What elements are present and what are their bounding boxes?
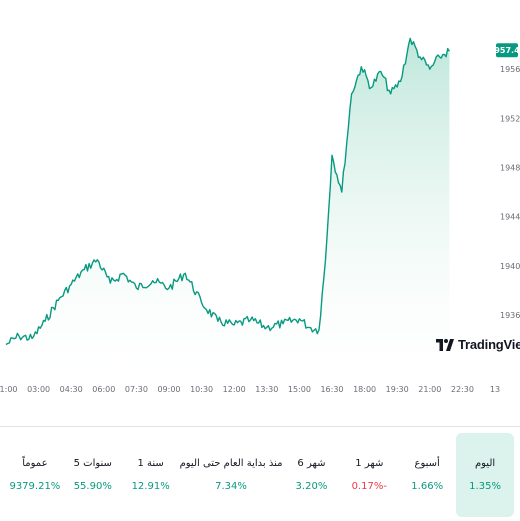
performance-period-label: أسبوع	[414, 458, 440, 469]
performance-value: 55.90%	[73, 481, 112, 492]
performance-value: 9379.21%	[9, 481, 61, 492]
x-tick-label: 19:30	[386, 385, 409, 394]
performance-value: 0.17%-	[351, 481, 387, 492]
x-tick-label: 15:00	[288, 385, 311, 394]
performance-tab[interactable]: أسبوع 1.66%	[398, 433, 456, 517]
tradingview-logo-text: TradingView	[458, 337, 520, 352]
last-price-badge: 1957.46	[489, 43, 520, 58]
y-tick-label: 1940.00	[500, 262, 520, 271]
x-tick-label: 18:00	[353, 385, 376, 394]
x-tick-label: 01:00	[0, 385, 18, 394]
x-tick-label: 21:00	[418, 385, 441, 394]
price-area	[6, 38, 450, 373]
last-price-label: 1957.46	[489, 46, 520, 55]
y-tick-label: 1944.00	[500, 213, 520, 222]
x-tick-label: 04:30	[60, 385, 83, 394]
x-tick-label: 06:00	[92, 385, 115, 394]
tradingview-logo[interactable]: TradingView	[436, 337, 520, 352]
y-tick-label: 1936.00	[500, 311, 520, 320]
performance-tab[interactable]: 5 سنوات 55.90%	[64, 433, 122, 517]
x-tick-label: 12:00	[223, 385, 246, 394]
y-tick-label: 1952.00	[500, 114, 520, 123]
x-axis: 01:00 03:00 04:30 06:00 07:30 09:00 10:30 12:00…	[0, 385, 500, 394]
performance-period-label: عموماً	[22, 458, 48, 469]
performance-value: 7.34%	[215, 481, 247, 492]
performance-period-label: 1 سنة	[137, 458, 164, 469]
performance-period-label: منذ بداية العام حتى اليوم	[179, 458, 283, 469]
x-tick-label: 09:00	[157, 385, 180, 394]
performance-value: 1.35%	[469, 481, 501, 492]
performance-period-label: 5 سنوات	[73, 458, 112, 469]
performance-bar: اليوم 1.35% أسبوع 1.66% 1 شهر 0.17%- 6 شهر 3.20…	[0, 426, 520, 521]
y-axis: 1936.00 1940.00 1944.00 1948.00 1952.00 1956.…	[500, 65, 520, 320]
tradingview-logo-icon	[436, 338, 454, 351]
performance-tab[interactable]: منذ بداية العام حتى اليوم 7.34%	[180, 433, 283, 517]
x-tick-label: 03:00	[27, 385, 50, 394]
x-tick-label: 16:30	[320, 385, 343, 394]
x-tick-label: 10:30	[190, 385, 213, 394]
x-tick-label: 22:30	[451, 385, 474, 394]
performance-value: 1.66%	[411, 481, 444, 492]
performance-period-label: 6 شهر	[297, 458, 326, 469]
x-tick-label: 07:30	[125, 385, 148, 394]
performance-value: 12.91%	[131, 481, 170, 492]
performance-period-label: 1 شهر	[355, 458, 384, 469]
performance-row: اليوم 1.35% أسبوع 1.66% 1 شهر 0.17%- 6 شهر 3.20…	[0, 427, 520, 521]
area-fill-layer	[6, 38, 450, 373]
performance-tab[interactable]: عموماً 9379.21%	[6, 433, 64, 517]
performance-tab[interactable]: 6 شهر 3.20%	[283, 433, 341, 517]
performance-period-label: اليوم	[474, 458, 496, 469]
y-tick-label: 1948.00	[500, 164, 520, 173]
price-line	[5, 37, 450, 346]
performance-tab[interactable]: اليوم 1.35%	[456, 433, 514, 517]
y-tick-label: 1956.00	[500, 65, 520, 74]
performance-tab[interactable]: 1 شهر 0.17%-	[340, 433, 398, 517]
x-tick-label: 13:30	[255, 385, 278, 394]
last-price-badge-bg	[496, 43, 518, 58]
performance-tab[interactable]: 1 سنة 12.91%	[122, 433, 180, 517]
performance-value: 3.20%	[295, 481, 328, 492]
price-line-layer	[5, 37, 450, 346]
price-chart[interactable]: 01:00 03:00 04:30 06:00 07:30 09:00 10:30 12:00…	[0, 0, 520, 400]
x-tick-label: 13	[490, 385, 500, 394]
